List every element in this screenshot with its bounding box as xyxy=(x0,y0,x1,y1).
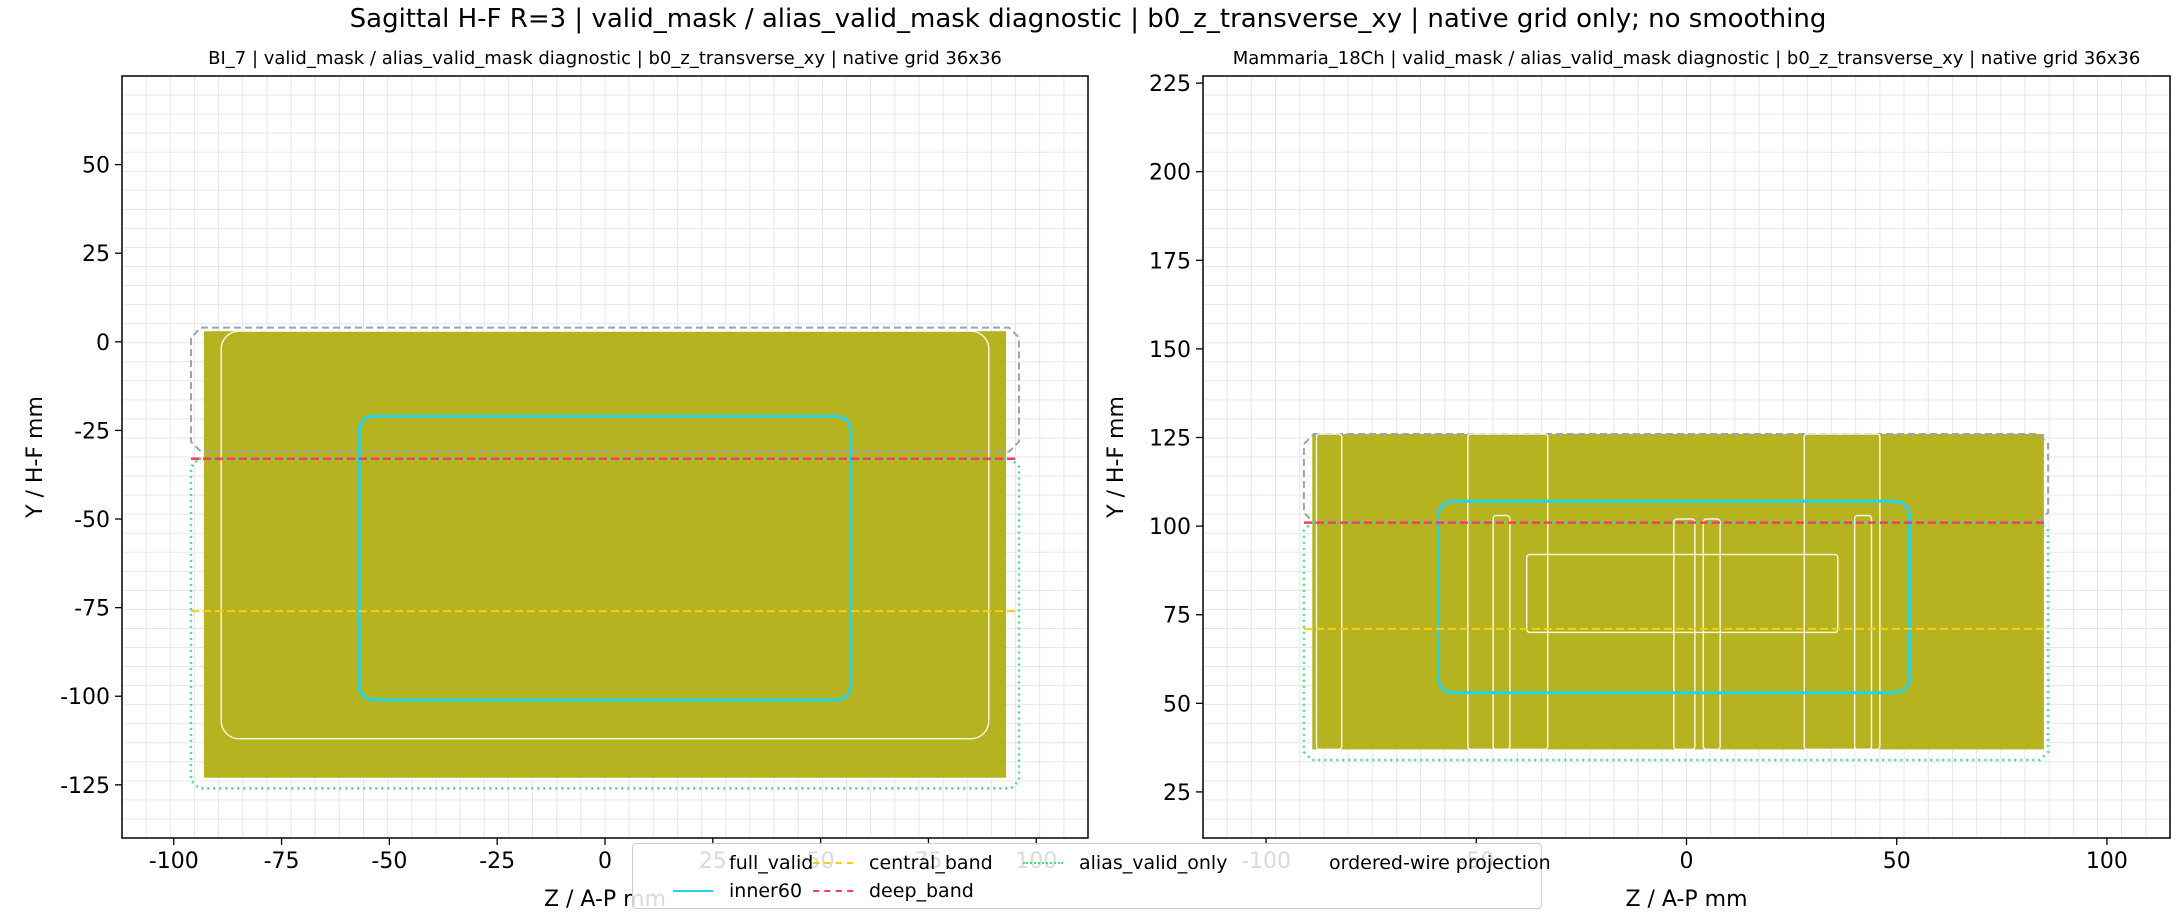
y-tick-label: 50 xyxy=(82,154,110,179)
y-tick-label: -25 xyxy=(74,419,110,444)
x-tick-label: 0 xyxy=(1680,849,1694,874)
alias-outline xyxy=(190,326,1020,453)
ordered-wire-6 xyxy=(1853,514,1873,751)
legend-swatch xyxy=(1023,862,1063,864)
legend-label: deep_band xyxy=(869,880,974,902)
legend-label: alias_valid_only xyxy=(1079,852,1228,874)
y-tick-label: 175 xyxy=(1149,249,1191,274)
y-axis-label: Y / H-F mm xyxy=(1104,396,1129,519)
y-tick-label: -75 xyxy=(74,597,110,622)
x-tick-label: 100 xyxy=(2086,849,2128,874)
y-tick-label: -100 xyxy=(60,685,110,710)
ordered-wire-5 xyxy=(1803,433,1881,751)
inner60-outline xyxy=(1436,499,1911,695)
ordered-wire-2 xyxy=(1492,514,1511,751)
x-tick-label: -100 xyxy=(149,849,199,874)
figure-suptitle: Sagittal H-F R=3 | valid_mask / alias_va… xyxy=(349,4,1827,34)
y-tick-label: -50 xyxy=(74,508,110,533)
panel-bi7: -100-75-50-25025507510050250-25-50-75-10… xyxy=(23,48,1089,912)
y-tick-label: 50 xyxy=(1163,692,1191,717)
ordered-wire-3 xyxy=(1673,518,1696,751)
y-tick-label: 25 xyxy=(82,242,110,267)
x-tick-label: -75 xyxy=(264,849,300,874)
y-tick-label: -125 xyxy=(60,774,110,799)
legend-label: full_valid xyxy=(729,852,814,874)
alias-outline xyxy=(1302,432,2050,524)
full-valid-region xyxy=(1312,433,2044,750)
ordered-wire-0 xyxy=(220,330,990,740)
ordered-wire-7 xyxy=(1525,553,1839,634)
x-axis-label: Z / A-P mm xyxy=(1625,887,1747,912)
ordered-wire-0 xyxy=(1315,433,1343,751)
full-valid-region xyxy=(203,331,1007,778)
panel-title: Mammaria_18Ch | valid_mask / alias_valid… xyxy=(1233,48,2141,69)
y-tick-label: 200 xyxy=(1149,161,1191,186)
ordered-wire-4 xyxy=(1702,518,1721,751)
x-tick-label: -50 xyxy=(371,849,407,874)
y-tick-label: 75 xyxy=(1163,604,1191,629)
y-tick-label: 225 xyxy=(1149,72,1191,97)
y-tick-label: 150 xyxy=(1149,338,1191,363)
legend-label: inner60 xyxy=(729,880,803,902)
y-tick-label: 0 xyxy=(96,331,110,356)
x-tick-label: 50 xyxy=(1883,849,1911,874)
y-tick-label: 100 xyxy=(1149,515,1191,540)
legend-swatch xyxy=(813,890,853,892)
alias-valid-only-outline xyxy=(1302,521,2050,762)
y-tick-label: 125 xyxy=(1149,427,1191,452)
legend-swatch xyxy=(673,890,713,892)
legend-label: ordered-wire projection xyxy=(1329,852,1551,874)
inner60-outline xyxy=(357,414,853,702)
y-axis-label: Y / H-F mm xyxy=(23,396,48,519)
legend-swatch xyxy=(813,862,853,864)
legend: full_valid inner60 central_band deep_band al… xyxy=(632,843,1551,909)
x-tick-label: 0 xyxy=(598,849,612,874)
panel-title: BI_7 | valid_mask / alias_valid_mask dia… xyxy=(208,48,1002,69)
x-tick-label: -25 xyxy=(479,849,515,874)
panel-mammaria: -100-50050100225200175150125100755025Mam… xyxy=(1104,48,2171,912)
y-tick-label: 25 xyxy=(1163,781,1191,806)
legend-label: central_band xyxy=(869,852,993,874)
